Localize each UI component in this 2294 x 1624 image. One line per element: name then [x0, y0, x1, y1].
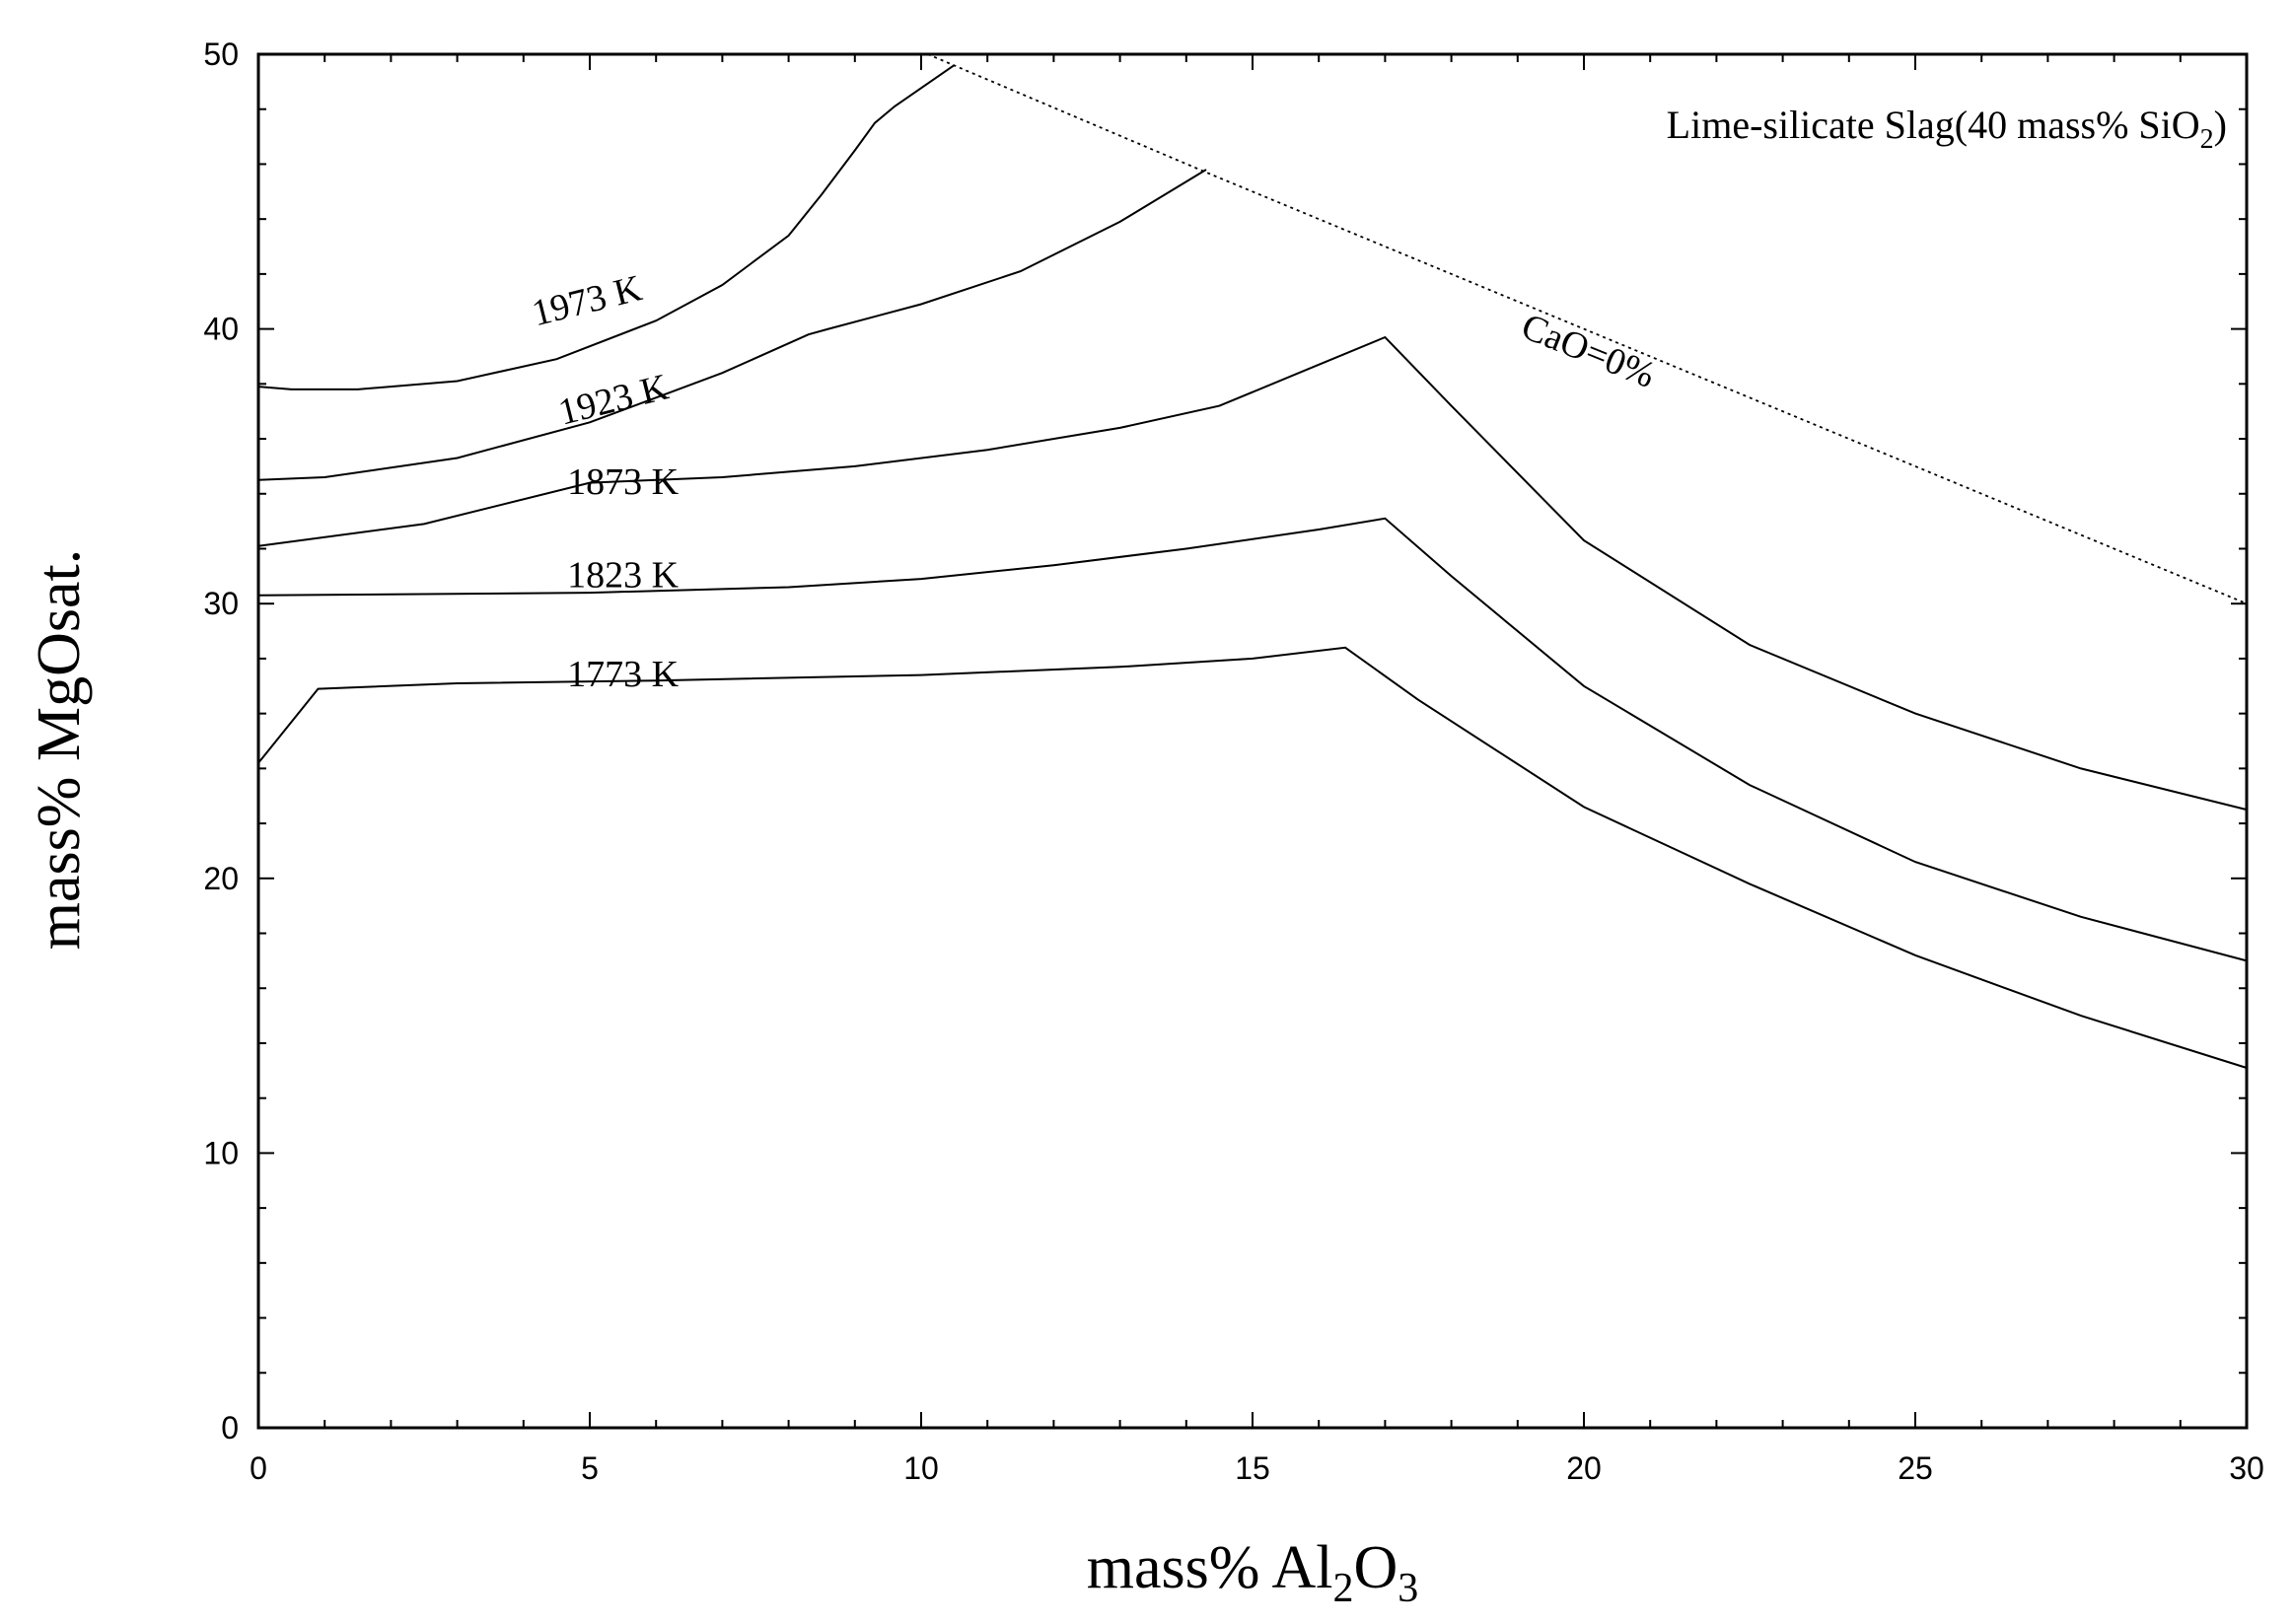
series-label-1873-k: 1873 K: [567, 461, 680, 503]
y-tick-label: 30: [203, 586, 239, 621]
y-tick-label: 50: [203, 36, 239, 72]
y-tick-label: 10: [203, 1135, 239, 1170]
series-line-1873-k: [257, 335, 2248, 812]
x-tick-label: 5: [581, 1450, 599, 1486]
x-tick-label: 15: [1235, 1450, 1270, 1486]
series-label-cao-0: CaO=0%: [1516, 306, 1661, 396]
y-tick-label: 40: [203, 312, 239, 347]
series-line-cao-0: [927, 53, 2248, 605]
series-label-1973-k: 1973 K: [528, 267, 646, 334]
series-line-1823-k: [257, 517, 2248, 962]
plot-frame: [256, 52, 2249, 1430]
x-tick-label: 30: [2229, 1450, 2264, 1486]
chart-title: Lime-silicate Slag(40 mass% SiO2): [1667, 103, 2227, 155]
y-tick-label: 0: [221, 1410, 239, 1446]
x-tick-label: 25: [1898, 1450, 1933, 1486]
series-line-1773-k: [257, 646, 2248, 1069]
series-line-1973-k: [257, 64, 956, 390]
x-tick-label: 20: [1566, 1450, 1602, 1486]
series-labels-layer: 1973 K 1923 K 1873 K 1823 K 1773 K CaO=0%: [528, 267, 1661, 695]
series-label-1823-k: 1823 K: [567, 554, 680, 596]
x-tick-label: 10: [903, 1450, 939, 1486]
y-tick-label: 20: [203, 861, 239, 896]
x-axis-title: mass% Al2O3: [1087, 1534, 1419, 1611]
ticks-layer: 0 5 10 15 20 25 30 0 10 20 30 40 50: [203, 36, 2263, 1486]
series-layer: [257, 53, 2248, 1069]
series-label-1773-k: 1773 K: [567, 654, 680, 695]
series-line-1923-k: [257, 169, 1207, 481]
y-axis-title: mass% MgOsat.: [26, 549, 93, 950]
x-tick-label: 0: [250, 1450, 267, 1486]
series-label-1923-k: 1923 K: [554, 366, 673, 433]
